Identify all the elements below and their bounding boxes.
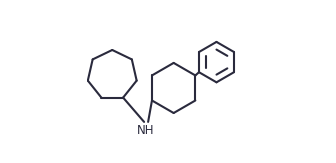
Text: NH: NH — [137, 124, 155, 137]
